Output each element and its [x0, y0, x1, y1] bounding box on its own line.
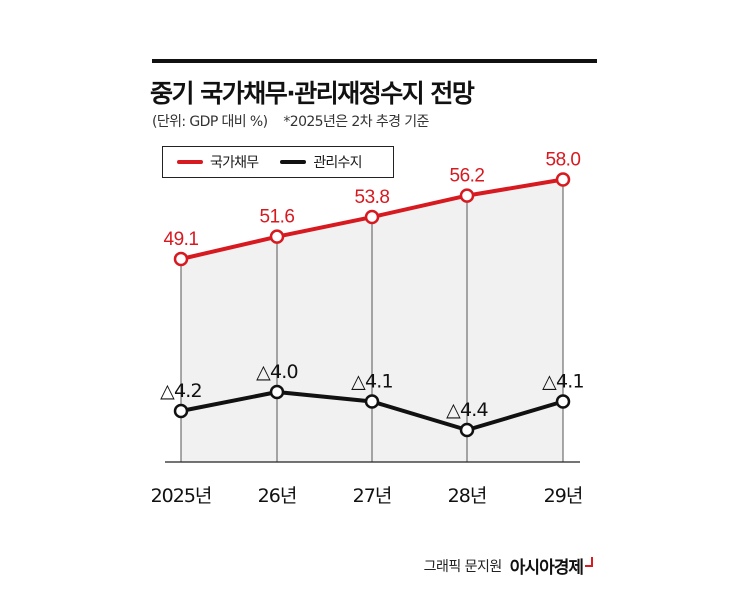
data-point-debt	[459, 188, 475, 203]
title-rule	[152, 59, 597, 63]
data-point-balance	[173, 403, 189, 419]
data-point-debt	[269, 229, 285, 244]
data-point-balance	[364, 394, 380, 409]
credit: 그래픽 문지원 아시아경제	[424, 553, 593, 578]
x-tick-label: 2025년	[151, 485, 212, 507]
data-point-debt	[173, 251, 189, 267]
data-label-balance: △4.4	[446, 399, 488, 421]
chart-title: 중기 국가채무·관리재정수지 전망	[150, 79, 475, 108]
credit-text: 그래픽 문지원	[423, 558, 503, 575]
note-label: *2025년은 2차 추경 기준	[283, 114, 429, 130]
legend-item-balance: 관리수지	[280, 152, 362, 172]
data-label-debt: 49.1	[164, 229, 199, 250]
brand-mark-icon	[585, 556, 593, 567]
legend-swatch-debt	[177, 160, 203, 164]
legend-swatch-balance	[280, 160, 307, 164]
x-tick-label: 29년	[544, 485, 583, 507]
data-label-debt: 51.6	[260, 207, 295, 228]
unit-label: (단위: GDP 대비 %)	[152, 114, 268, 130]
data-point-debt	[364, 209, 380, 225]
data-point-balance	[269, 384, 285, 400]
brand-logo: 아시아경제	[509, 558, 584, 578]
data-point-balance	[459, 422, 475, 438]
data-label-debt: 53.8	[355, 187, 390, 208]
x-tick-label: 27년	[353, 485, 392, 507]
data-label-debt: 56.2	[450, 166, 485, 187]
data-point-balance	[555, 394, 571, 409]
data-label-balance: △4.1	[351, 371, 393, 393]
legend-item-debt: 국가채무	[177, 152, 259, 172]
legend: 국가채무 관리수지	[162, 146, 394, 178]
chart-subtitle: (단위: GDP 대비 %) *2025년은 2차 추경 기준	[152, 111, 429, 131]
data-point-debt	[555, 172, 571, 187]
data-label-debt: 58.0	[546, 150, 581, 171]
legend-label-balance: 관리수지	[313, 155, 362, 171]
data-label-balance: △4.2	[160, 380, 202, 402]
data-label-balance: △4.0	[256, 361, 298, 383]
legend-label-debt: 국가채무	[210, 155, 259, 171]
x-tick-label: 26년	[258, 485, 297, 507]
data-label-balance: △4.1	[542, 371, 584, 393]
x-tick-label: 28년	[448, 485, 487, 507]
